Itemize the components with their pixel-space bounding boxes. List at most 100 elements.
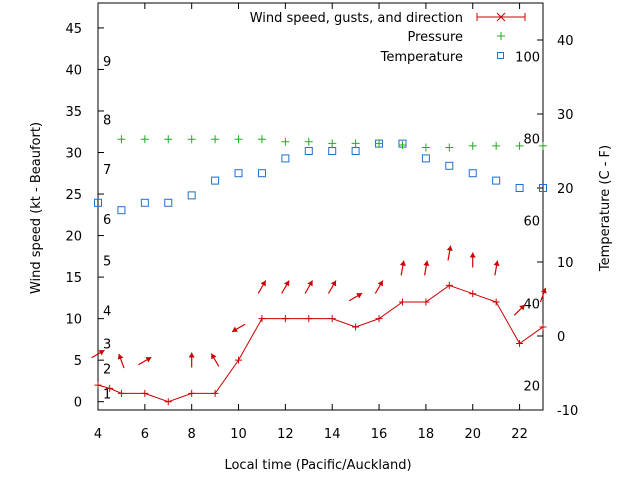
x-tick-label: 10: [230, 427, 247, 442]
temperature-point: [187, 191, 196, 200]
wind-direction-arrow: [257, 280, 267, 294]
x-tick-label: 4: [94, 427, 102, 442]
temperature-point: [539, 184, 547, 192]
temperature-point: [234, 169, 243, 178]
wind-direction-arrow: [281, 280, 290, 294]
wind-arrow-head: [307, 280, 313, 287]
wind-direction-arrow: [539, 287, 547, 303]
temperature-point: [117, 206, 126, 215]
pressure-point: [351, 139, 360, 148]
beaufort-label: 5: [103, 254, 111, 269]
wind-arrow-head: [469, 252, 476, 258]
legend-pressure-swatch: [497, 32, 505, 40]
beaufort-label: 9: [103, 55, 111, 70]
wind-arrow-head: [330, 280, 337, 287]
y-right-tick-label: 10: [557, 256, 574, 271]
wind-speed-point: [516, 340, 524, 348]
y-right-tick-label: 0: [557, 330, 565, 345]
pressure-point: [257, 135, 266, 144]
x-axis-label: Local time (Pacific/Auckland): [224, 458, 411, 473]
wind-arrow-head: [493, 260, 500, 267]
left-axis-ticks: 0 5 10 15 20 25 30 35 40 45: [65, 22, 104, 411]
temperature-point: [257, 169, 266, 178]
pressure-point: [164, 135, 173, 144]
wind-direction-arrows: [91, 245, 547, 369]
pressure-point: [515, 141, 524, 150]
wind-speed-point: [398, 298, 406, 306]
wind-speed-point: [141, 389, 149, 397]
wind-speed-point: [117, 389, 125, 397]
temperature-point: [211, 176, 220, 185]
wind-speed-point: [352, 323, 360, 331]
temperature-point: [445, 161, 454, 170]
wind-direction-arrow: [374, 280, 384, 294]
temperature-point: [304, 147, 313, 155]
wind-arrow-head: [188, 352, 195, 358]
y-left-tick-label: 20: [65, 230, 82, 245]
wind-direction-arrow: [327, 280, 337, 294]
wind-arrow-head: [98, 350, 105, 356]
wind-arrow-head: [399, 260, 406, 267]
wind-arrow-head: [117, 353, 124, 360]
temperature-point: [351, 147, 360, 155]
pressure-series: [117, 135, 547, 152]
wind-direction-arrow: [348, 292, 363, 302]
fahrenheit-label: 100: [515, 50, 540, 65]
temperature-point: [421, 154, 430, 163]
pressure-point: [398, 141, 407, 150]
wind-direction-arrow: [446, 245, 453, 261]
fahrenheit-label: 60: [523, 215, 540, 230]
x-tick-label: 18: [418, 427, 435, 442]
y-left-tick-label: 35: [65, 105, 82, 120]
pressure-point: [211, 135, 220, 144]
temperature-point: [515, 184, 524, 192]
temperature-point: [164, 198, 173, 207]
wind-speed-point: [164, 398, 172, 406]
wind-series: [94, 281, 547, 406]
y-axis-label-right: Temperature (C - F): [598, 145, 613, 272]
wind-arrow-head: [446, 245, 453, 252]
y-left-tick-label: 45: [65, 22, 82, 37]
x-tick-label: 14: [324, 427, 341, 442]
wind-speed-point: [305, 315, 313, 323]
legend-pressure-label: Pressure: [407, 30, 463, 45]
wind-arrow-head: [377, 280, 383, 287]
wind-speed-point: [469, 290, 477, 298]
x-tick-label: 20: [464, 427, 481, 442]
wind-arrow-head: [284, 280, 290, 287]
fahrenheit-label: 80: [523, 132, 540, 147]
legend-temperature-label: Temperature: [380, 50, 463, 65]
temperature-point: [492, 176, 501, 185]
y-right-tick-label: -10: [557, 404, 578, 419]
temperature-point: [140, 198, 149, 207]
wind-arrow-head: [145, 357, 152, 363]
wind-direction-arrow: [210, 353, 220, 367]
beaufort-label: 2: [103, 362, 111, 377]
x-tick-label: 16: [371, 427, 388, 442]
wind-direction-arrow: [91, 349, 105, 359]
wind-direction-arrow: [493, 260, 500, 276]
temperature-point: [468, 169, 477, 178]
wind-direction-arrow: [469, 252, 476, 268]
x-tick-label: 22: [511, 427, 528, 442]
pressure-point: [445, 143, 454, 152]
wind-arrow-head: [541, 287, 547, 294]
legend: Wind speed, gusts, and direction Pressur…: [250, 11, 526, 65]
y-left-tick-label: 0: [74, 396, 82, 411]
wind-speed-point: [492, 298, 500, 306]
legend-temperature-swatch: [497, 52, 504, 59]
wind-speed-point: [281, 315, 289, 323]
wind-speed-point: [235, 356, 243, 364]
wind-speed-point: [188, 389, 196, 397]
wind-speed-point: [328, 315, 336, 323]
y-left-tick-label: 40: [65, 63, 82, 78]
wind-direction-arrow: [423, 260, 430, 276]
y-left-tick-label: 5: [74, 354, 82, 369]
pressure-point: [304, 137, 313, 146]
pressure-point: [117, 135, 126, 144]
fahrenheit-labels: 20 40 60 80 100: [515, 50, 540, 394]
wind-direction-arrow: [513, 304, 526, 316]
wind-arrow-head: [423, 260, 430, 267]
beaufort-label: 7: [103, 163, 111, 178]
